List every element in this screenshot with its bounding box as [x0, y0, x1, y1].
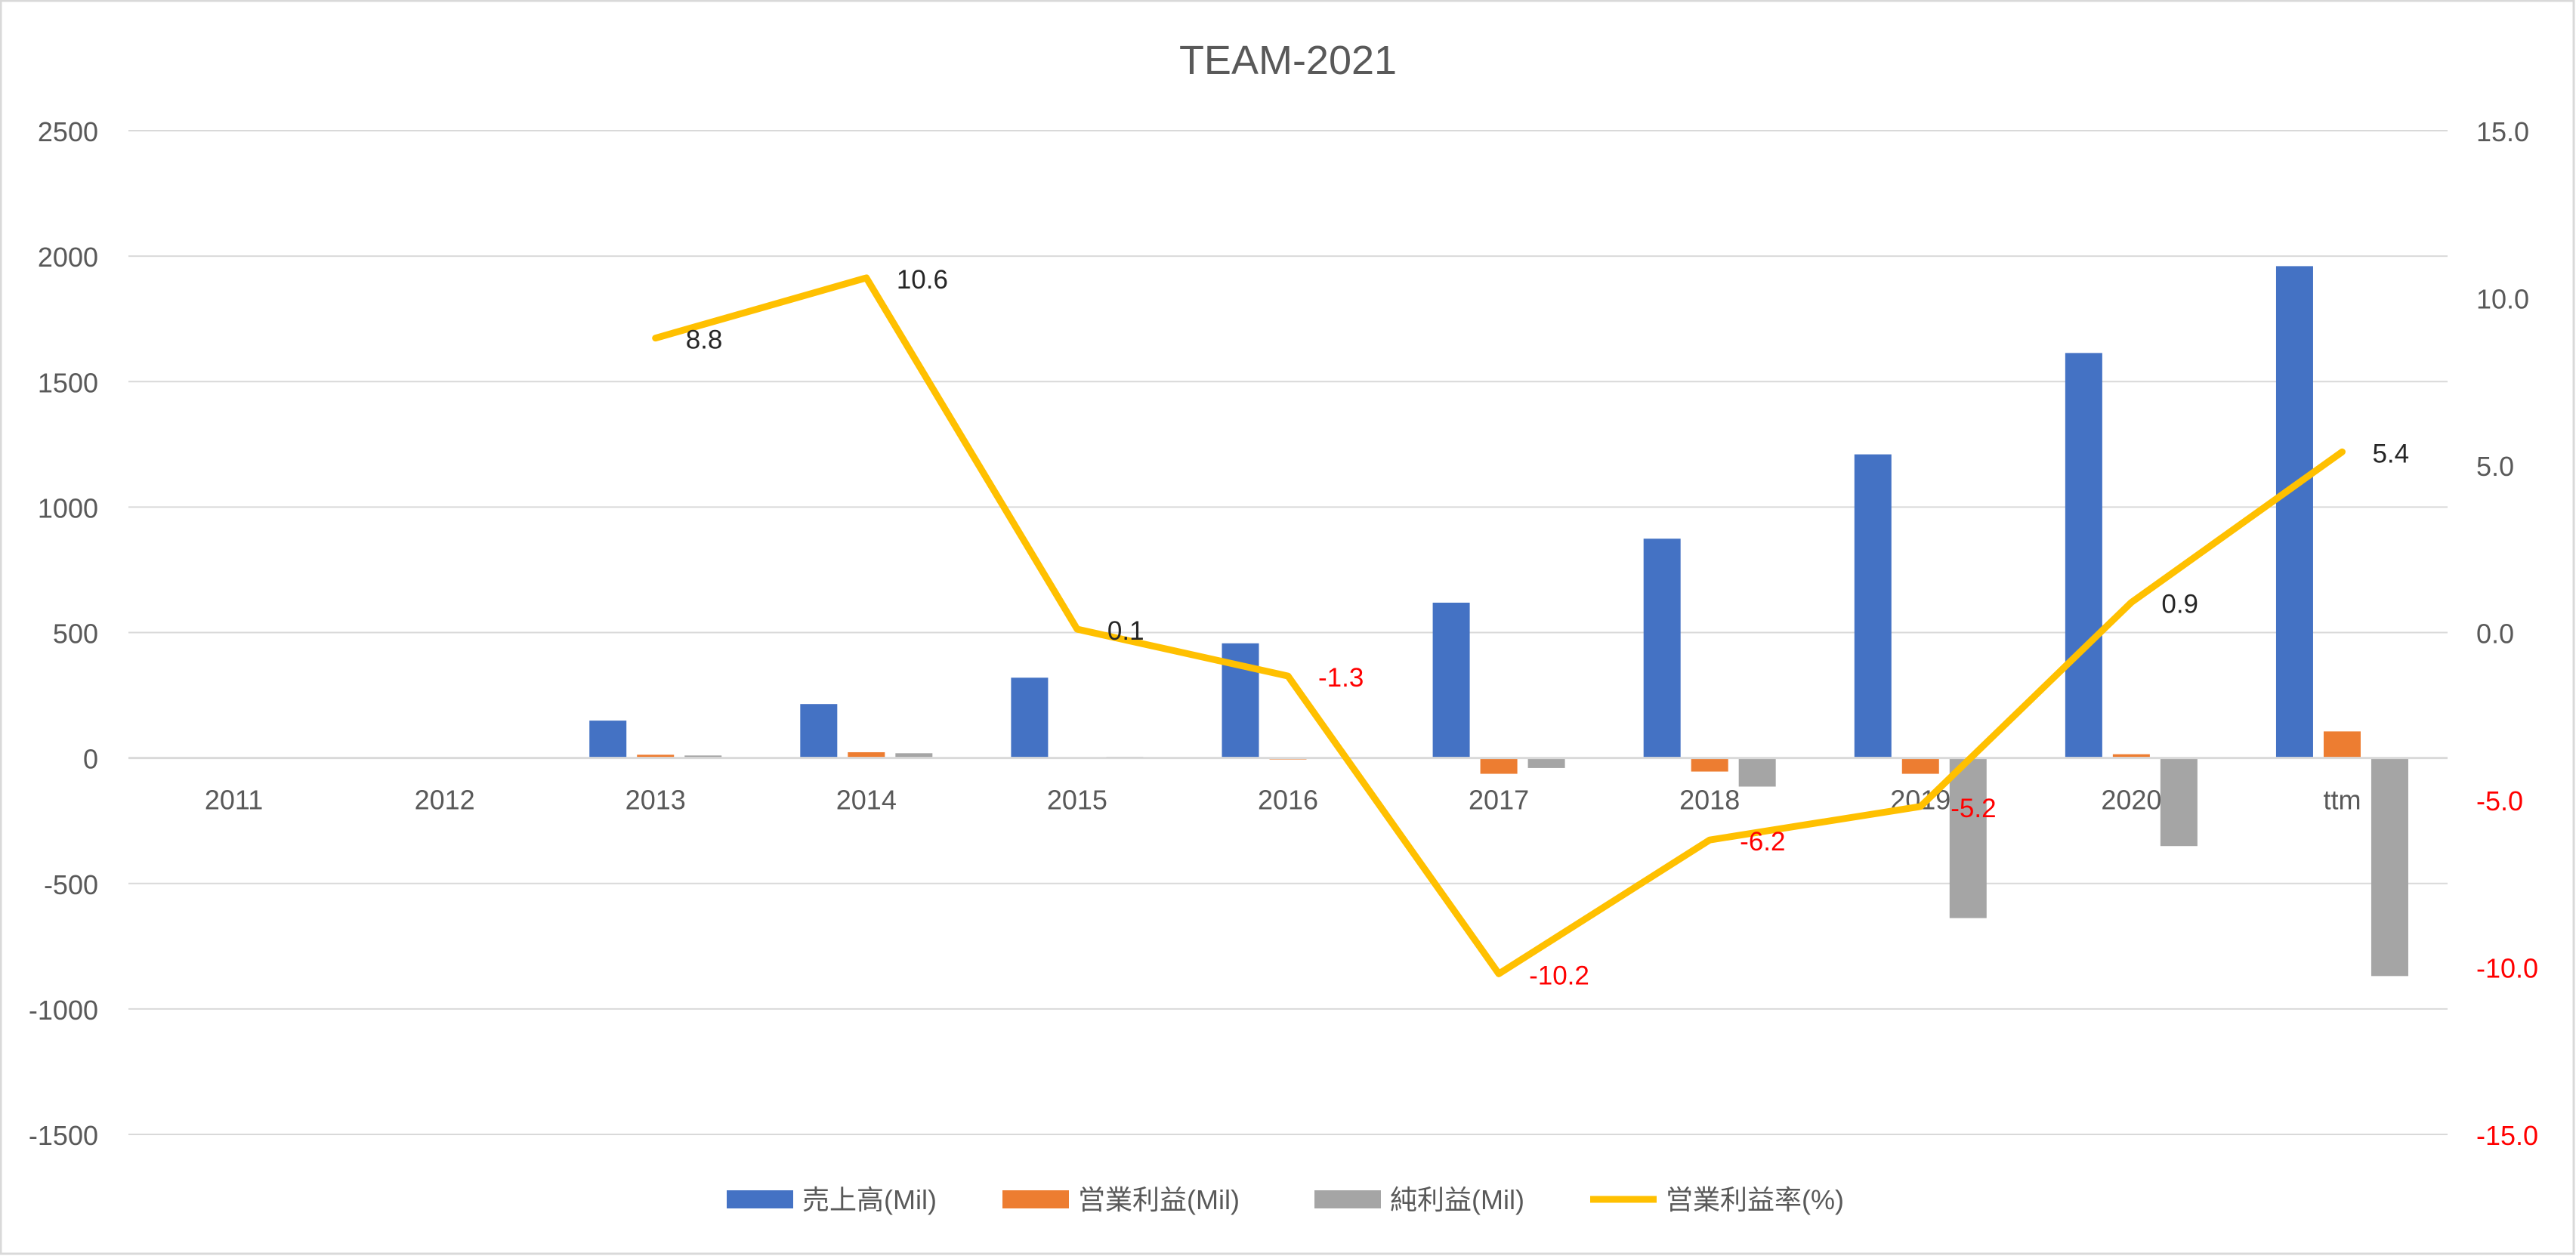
- right-tick-label: -10.0: [2476, 953, 2538, 984]
- left-tick-label: 500: [53, 619, 98, 650]
- legend: 売上高(Mil) 営業利益(Mil) 純利益(Mil) 営業利益率(%): [727, 1184, 1844, 1215]
- legend-label: 純利益(Mil): [1390, 1184, 1524, 1215]
- bar: [1901, 758, 1939, 774]
- bar: [684, 755, 722, 758]
- left-tick-label: 2000: [38, 242, 98, 273]
- bar: [637, 755, 675, 758]
- right-tick-label: 0.0: [2476, 619, 2514, 650]
- left-tick-label: -500: [44, 869, 98, 900]
- line-data-label: -1.3: [1318, 663, 1364, 693]
- bar: [2112, 754, 2150, 758]
- line-series: [652, 274, 2346, 977]
- category-label: 2017: [1469, 785, 1529, 816]
- line-data-label: -10.2: [1529, 961, 1589, 990]
- bar: [1480, 758, 1518, 774]
- bar: [1527, 758, 1565, 768]
- right-tick-label: 15.0: [2476, 116, 2529, 147]
- line-data-label: 10.6: [897, 265, 948, 295]
- left-tick-label: 2500: [38, 116, 98, 147]
- category-label: ttm: [2323, 785, 2361, 816]
- category-label: 2016: [1258, 785, 1318, 816]
- legend-label: 営業利益(Mil): [1078, 1184, 1240, 1215]
- left-tick-label: 0: [83, 744, 98, 775]
- legend-swatch: [1002, 1190, 1069, 1208]
- category-label: 2012: [415, 785, 475, 816]
- legend-swatch: [1314, 1190, 1381, 1208]
- line-data-label: -5.2: [1951, 794, 1996, 823]
- bar: [848, 751, 885, 758]
- legend-label: 営業利益率(%): [1666, 1184, 1844, 1215]
- category-label: 2018: [1679, 785, 1740, 816]
- left-tick-label: -1000: [29, 995, 98, 1026]
- bar: [895, 753, 933, 758]
- line-data-label: 5.4: [2372, 439, 2409, 468]
- bar: [1011, 677, 1049, 758]
- right-tick-label: -5.0: [2476, 785, 2523, 816]
- category-label: 2020: [2101, 785, 2161, 816]
- left-tick-label: -1500: [29, 1120, 98, 1151]
- bars: [589, 266, 2408, 977]
- line-data-label: 0.1: [1107, 616, 1144, 646]
- category-label: 2013: [625, 785, 686, 816]
- line-data-label: 0.9: [2161, 590, 2198, 619]
- bar: [1949, 758, 1987, 918]
- bar: [1854, 454, 1892, 758]
- left-tick-label: 1000: [38, 492, 98, 523]
- legend-label: 売上高(Mil): [802, 1184, 937, 1215]
- bar: [2371, 758, 2408, 977]
- line-data-label: 8.8: [686, 326, 723, 355]
- bar: [2275, 266, 2313, 758]
- bar: [1432, 602, 1470, 758]
- category-label: 2015: [1047, 785, 1107, 816]
- right-axis: 15.0 10.0 5.0 0.0 -5.0 -10.0 -15.0: [2476, 116, 2538, 1151]
- bar: [1643, 539, 1681, 758]
- right-tick-label: -15.0: [2476, 1120, 2538, 1151]
- bar: [800, 704, 838, 758]
- category-label: 2014: [836, 785, 897, 816]
- bar: [1691, 758, 1728, 772]
- bar: [2323, 731, 2361, 758]
- bar: [2065, 353, 2102, 758]
- right-tick-label: 10.0: [2476, 284, 2529, 315]
- left-axis: 2500 2000 1500 1000 500 0 -500 -1000 -1500: [29, 116, 98, 1151]
- left-tick-label: 1500: [38, 367, 98, 398]
- chart-title: TEAM-2021: [1179, 38, 1397, 83]
- line-data-labels: 8.8 10.6 0.1 -1.3 -10.2 -6.2 -5.2 0.9 5.4: [686, 265, 2409, 990]
- line-data-label: -6.2: [1740, 827, 1785, 856]
- line-series-path: [652, 274, 2346, 977]
- bar: [589, 721, 627, 758]
- category-label: 2011: [205, 785, 263, 816]
- legend-swatch: [727, 1190, 793, 1208]
- bar: [2160, 758, 2198, 847]
- bar: [1738, 758, 1776, 787]
- right-tick-label: 5.0: [2476, 451, 2514, 482]
